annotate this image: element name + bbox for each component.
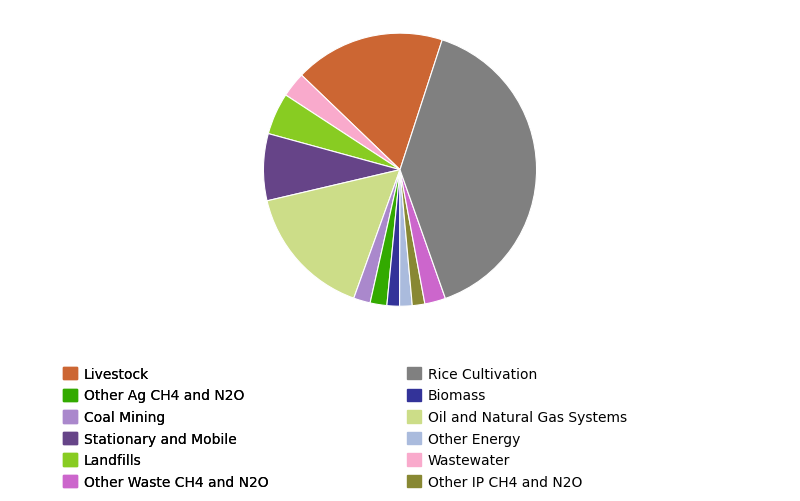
Wedge shape <box>387 170 400 307</box>
Wedge shape <box>400 170 425 306</box>
Legend: Livestock, Other Ag CH4 and N2O, Coal Mining, Stationary and Mobile, Landfills, : Livestock, Other Ag CH4 and N2O, Coal Mi… <box>63 367 269 489</box>
Wedge shape <box>400 170 446 304</box>
Wedge shape <box>399 170 412 307</box>
Wedge shape <box>354 170 400 303</box>
Wedge shape <box>268 96 400 170</box>
Legend: Rice Cultivation, Biomass, Oil and Natural Gas Systems, Other Energy, Wastewater: Rice Cultivation, Biomass, Oil and Natur… <box>407 367 627 489</box>
Wedge shape <box>370 170 400 306</box>
Wedge shape <box>302 34 442 170</box>
Wedge shape <box>286 76 400 170</box>
Wedge shape <box>267 170 400 299</box>
Wedge shape <box>400 41 537 299</box>
Wedge shape <box>263 134 400 201</box>
